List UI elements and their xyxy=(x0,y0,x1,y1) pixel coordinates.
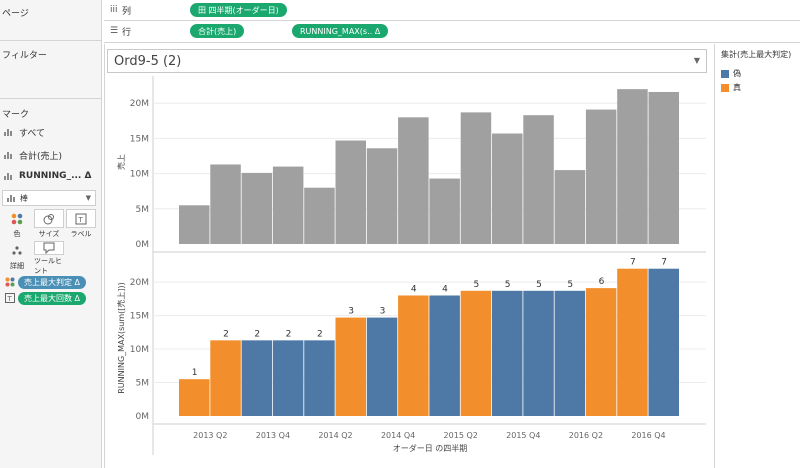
left-panel: ページ フィルター マーク すべて 合計(売上) RUNNING_... Δ 棒… xyxy=(0,0,102,468)
filters-pane-title: フィルター xyxy=(2,51,47,61)
marks-row-all[interactable]: すべて xyxy=(4,123,98,141)
legend-item-false[interactable]: 偽 xyxy=(721,68,741,79)
legend-item-true[interactable]: 真 xyxy=(721,82,741,93)
card-label: ラベル xyxy=(70,230,92,238)
detail-card-button[interactable]: 詳細 xyxy=(2,241,32,271)
card-label: サイズ xyxy=(38,230,60,238)
bar-chart-icon xyxy=(4,128,14,136)
bar-chart-icon xyxy=(4,151,14,159)
mark-pill-max-count[interactable]: 売上最大回数 Δ xyxy=(18,292,87,305)
row-pill-sales[interactable]: 合計(売上) xyxy=(190,24,245,38)
label-icon: T xyxy=(5,293,15,306)
chevron-down-icon[interactable]: ▼ xyxy=(693,56,700,65)
marks-pane-title: マーク xyxy=(2,110,30,120)
row-pill-running-max[interactable]: RUNNING_MAX(s.. Δ xyxy=(292,24,389,38)
columns-shelf-label: 列 xyxy=(122,7,132,17)
worksheet-title[interactable]: Ord9-5 (2) ▼ xyxy=(107,49,707,73)
worksheet-title-text: Ord9-5 (2) xyxy=(114,53,182,69)
columns-shelf: iii 列 田 四半期(オーダー日) xyxy=(104,0,800,21)
rows-icon: ☰ xyxy=(110,26,119,36)
columns-icon: iii xyxy=(110,5,118,15)
legend-swatch xyxy=(721,69,729,78)
pages-pane-title: ページ xyxy=(2,9,29,19)
rows-shelf: ☰ 行 合計(売上) RUNNING_MAX(s.. Δ xyxy=(104,21,800,43)
tooltip-icon xyxy=(34,241,64,255)
size-card-button[interactable]: サイズ xyxy=(34,209,64,239)
card-label: 色 xyxy=(13,230,21,238)
color-card-button[interactable]: 色 xyxy=(2,209,32,239)
legend-title: 集計(売上最大判定) xyxy=(721,50,792,59)
legend-label: 真 xyxy=(733,83,741,92)
legend-label: 偽 xyxy=(733,69,741,78)
card-label: 詳細 xyxy=(10,262,24,270)
bar-chart-icon xyxy=(7,194,16,202)
svg-text:T: T xyxy=(7,295,13,303)
mark-pill-max-flag[interactable]: 売上最大判定 Δ xyxy=(18,276,87,289)
marks-row-label: RUNNING_... Δ xyxy=(19,171,92,181)
marks-row-label: すべて xyxy=(19,128,46,139)
color-icon xyxy=(2,209,32,228)
detail-icon xyxy=(2,241,32,260)
size-icon xyxy=(34,209,64,228)
marks-row-sales[interactable]: 合計(売上) xyxy=(4,146,98,164)
rows-shelf-label: 行 xyxy=(122,28,132,38)
chevron-down-icon: ▼ xyxy=(85,194,91,202)
mark-type-dropdown[interactable]: 棒 ▼ xyxy=(2,190,96,206)
view-area xyxy=(104,44,712,468)
marks-row-label: 合計(売上) xyxy=(19,151,63,162)
label-card-button[interactable]: T ラベル xyxy=(66,209,96,239)
color-legend: 集計(売上最大判定) 偽 真 xyxy=(714,44,800,468)
svg-text:T: T xyxy=(78,216,84,224)
divider xyxy=(0,98,102,99)
marks-row-running-max[interactable]: RUNNING_... Δ xyxy=(4,167,98,185)
bar-chart-icon xyxy=(4,172,14,180)
color-icon xyxy=(5,277,15,290)
card-label: ツールヒント xyxy=(34,257,62,275)
column-pill-quarter[interactable]: 田 四半期(オーダー日) xyxy=(190,3,287,17)
tooltip-card-button[interactable]: ツールヒント xyxy=(34,241,64,275)
legend-swatch xyxy=(721,83,729,92)
mark-type-label: 棒 xyxy=(20,193,28,203)
divider xyxy=(0,40,102,41)
label-icon: T xyxy=(66,209,96,228)
